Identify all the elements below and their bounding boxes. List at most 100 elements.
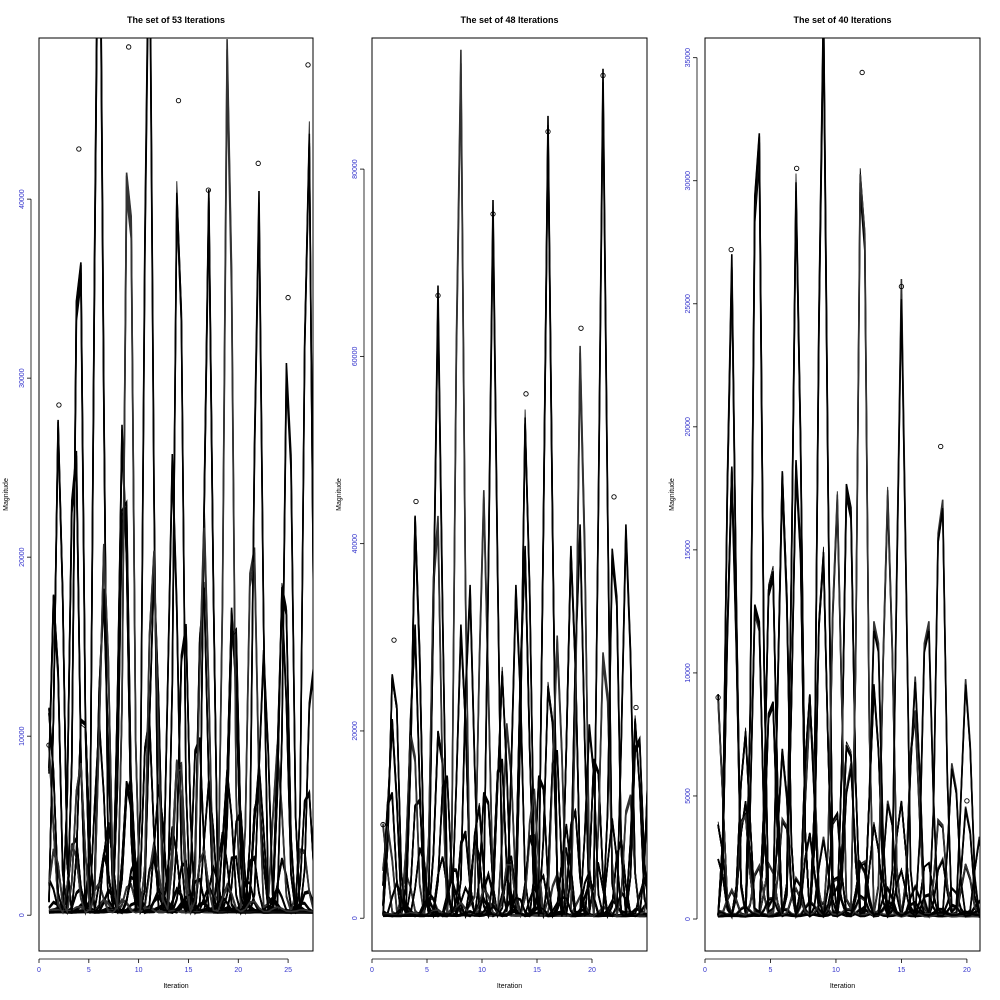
x-tick-label: 10 xyxy=(135,967,143,974)
series-line xyxy=(717,191,980,919)
series-line xyxy=(717,168,980,917)
y-tick-label: 25000 xyxy=(685,294,692,314)
series-line xyxy=(382,59,647,917)
x-tick-label: 15 xyxy=(898,967,906,974)
x-tick-label: 0 xyxy=(703,967,707,974)
data-point xyxy=(56,402,62,408)
series-line xyxy=(382,211,647,918)
series-group xyxy=(46,38,313,916)
chart-panel-1: 0 5 10 15 20 25 0 10000 20000 30000 40000 The set o… xyxy=(3,15,314,990)
series-line xyxy=(717,38,980,918)
y-axis: 0 20000 40000 60000 80000 xyxy=(352,159,365,920)
data-point xyxy=(859,69,865,76)
x-axis: 0 5 10 15 20 25 xyxy=(37,958,292,974)
series-line xyxy=(718,507,980,918)
series-line xyxy=(717,182,980,917)
series-line xyxy=(382,68,647,920)
series-line xyxy=(382,82,647,918)
x-axis-label: Iteration xyxy=(497,983,522,990)
data-point xyxy=(611,494,617,500)
x-axis-label: Iteration xyxy=(830,983,855,990)
series-line xyxy=(382,128,647,920)
x-tick-label: 10 xyxy=(478,967,486,974)
series-line xyxy=(382,125,647,918)
series-line xyxy=(382,92,647,919)
plot-frame xyxy=(38,37,314,952)
x-tick-label: 0 xyxy=(370,967,374,974)
data-point xyxy=(938,443,944,450)
data-point xyxy=(305,62,311,68)
data-point xyxy=(285,294,291,301)
y-tick-label: 10000 xyxy=(19,726,26,746)
series-line xyxy=(717,196,980,919)
series-line xyxy=(717,696,980,917)
y-tick-label: 5000 xyxy=(685,788,692,804)
x-tick-label: 0 xyxy=(37,967,41,974)
series-line xyxy=(48,419,313,915)
y-axis: 0 5000 10000 15000 20000 25000 30000 35000 xyxy=(685,48,698,921)
x-axis-label: Iteration xyxy=(163,983,188,990)
data-point xyxy=(255,160,261,166)
data-point xyxy=(205,187,212,193)
data-point xyxy=(413,498,419,505)
y-tick-label: 35000 xyxy=(685,48,692,68)
y-tick-label: 20000 xyxy=(19,547,26,567)
series-line xyxy=(717,174,980,918)
y-axis: 0 10000 20000 30000 40000 xyxy=(19,189,32,917)
x-tick-label: 20 xyxy=(234,967,242,974)
data-point xyxy=(545,128,551,135)
plot-frame xyxy=(704,37,981,952)
y-tick-label: 15000 xyxy=(685,540,692,560)
chart-title: The set of 53 Iterations xyxy=(127,15,225,25)
series-line xyxy=(383,78,647,917)
y-tick-label: 30000 xyxy=(685,171,692,191)
chart-panel-2: 0 5 10 15 20 0 20000 40000 60000 80000 The set of … xyxy=(336,15,648,990)
series-line xyxy=(717,693,980,918)
series-line xyxy=(382,137,647,918)
series-line xyxy=(717,182,980,920)
y-tick-label: 0 xyxy=(685,917,692,921)
y-tick-label: 40000 xyxy=(19,189,26,209)
data-point xyxy=(175,98,182,104)
y-axis-label: Magnitude xyxy=(3,478,10,511)
data-point xyxy=(728,246,734,253)
series-line xyxy=(382,115,647,919)
chart-panel-3: 0 5 10 15 20 0 5000 10000 15000 20000 25000 30000 35… xyxy=(669,15,981,990)
y-tick-label: 40000 xyxy=(352,534,359,554)
series-line xyxy=(717,133,980,917)
data-point xyxy=(490,211,496,217)
x-tick-label: 20 xyxy=(963,967,971,974)
data-point xyxy=(578,325,584,331)
y-tick-label: 0 xyxy=(352,916,359,920)
x-tick-label: 5 xyxy=(425,967,429,974)
series-line xyxy=(382,202,647,918)
data-point xyxy=(794,165,800,172)
data-point xyxy=(391,637,397,643)
series-line xyxy=(382,49,647,917)
data-point xyxy=(715,694,721,701)
series-group xyxy=(380,49,647,920)
data-point xyxy=(600,72,606,79)
series-line xyxy=(382,73,647,918)
y-axis-label: Magnitude xyxy=(669,478,676,511)
y-tick-label: 80000 xyxy=(352,159,359,179)
data-point xyxy=(898,283,905,290)
chart-title: The set of 40 Iterations xyxy=(793,15,891,25)
data-point xyxy=(964,798,970,804)
x-tick-label: 10 xyxy=(832,967,840,974)
data-point xyxy=(380,821,386,828)
series-line xyxy=(382,199,647,919)
series-line xyxy=(717,191,980,919)
series-line xyxy=(382,222,647,918)
series-line xyxy=(48,38,313,914)
series-line xyxy=(383,720,647,918)
plot-frame xyxy=(371,37,648,952)
x-tick-label: 25 xyxy=(284,967,292,974)
data-point xyxy=(76,146,82,152)
data-point xyxy=(435,292,441,299)
series-line xyxy=(717,173,980,917)
y-tick-label: 20000 xyxy=(685,417,692,437)
data-point xyxy=(633,704,639,711)
